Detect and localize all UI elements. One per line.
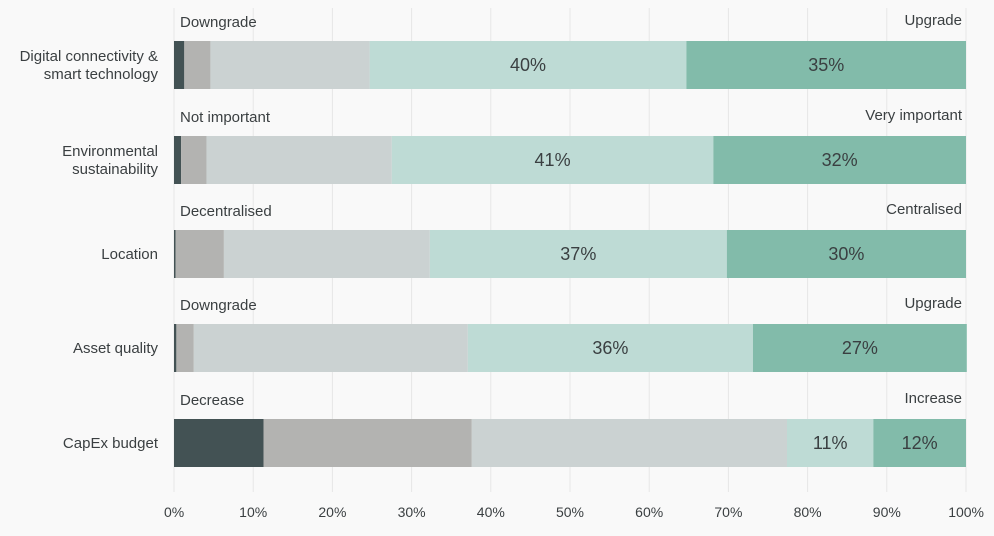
- bar-segment: [174, 324, 177, 372]
- x-tick-label: 30%: [398, 504, 426, 520]
- bar-segment: [391, 136, 714, 184]
- x-tick-label: 50%: [556, 504, 584, 520]
- category-label: smart technology: [44, 66, 159, 83]
- data-label: 40%: [510, 55, 546, 75]
- scale-left-label: Decentralised: [180, 203, 272, 220]
- bar-segment: [206, 136, 392, 184]
- bar-segment: [752, 324, 967, 372]
- scale-right-label: Upgrade: [904, 12, 962, 29]
- x-tick-label: 40%: [477, 504, 505, 520]
- scale-right-label: Increase: [904, 390, 962, 407]
- bar-segment: [176, 324, 194, 372]
- scale-right-label: Upgrade: [904, 295, 962, 312]
- bar-segment: [787, 419, 874, 467]
- bar-segment: [174, 136, 182, 184]
- bar-segment: [223, 230, 430, 278]
- bar-segment: [369, 41, 687, 89]
- x-tick-label: 10%: [239, 504, 267, 520]
- bar-segment: [471, 419, 788, 467]
- scale-right-label: Very important: [865, 107, 963, 124]
- bar-segment: [713, 136, 966, 184]
- category-label: Location: [101, 246, 158, 263]
- category-label: Environmental: [62, 143, 158, 160]
- scale-left-label: Decrease: [180, 392, 244, 409]
- category-label: CapEx budget: [63, 435, 159, 452]
- bar-segment: [174, 41, 185, 89]
- bar-segment: [726, 230, 966, 278]
- bar-segment: [174, 230, 176, 278]
- scale-left-label: Downgrade: [180, 14, 257, 31]
- scale-right-label: Centralised: [886, 201, 962, 218]
- data-label: 12%: [902, 433, 938, 453]
- category-label: Asset quality: [73, 340, 159, 357]
- bar-segment: [873, 419, 966, 467]
- bar-segment: [686, 41, 966, 89]
- bar-segment: [174, 419, 264, 467]
- data-label: 35%: [808, 55, 844, 75]
- bar-segment: [181, 136, 207, 184]
- x-tick-label: 20%: [318, 504, 346, 520]
- x-tick-label: 60%: [635, 504, 663, 520]
- bar-segment: [184, 41, 211, 89]
- bar-segment: [210, 41, 370, 89]
- bar-segment: [175, 230, 224, 278]
- x-tick-label: 100%: [948, 504, 984, 520]
- bar-segment: [429, 230, 727, 278]
- bar-segment: [467, 324, 753, 372]
- scale-left-label: Downgrade: [180, 297, 257, 314]
- bar-segment: [193, 324, 468, 372]
- category-label: sustainability: [72, 161, 158, 178]
- data-label: 30%: [828, 244, 864, 264]
- bar-segment: [263, 419, 472, 467]
- data-label: 11%: [813, 433, 848, 453]
- data-label: 41%: [535, 150, 571, 170]
- x-tick-label: 80%: [794, 504, 822, 520]
- data-label: 36%: [592, 338, 628, 358]
- x-tick-label: 0%: [164, 504, 184, 520]
- x-tick-label: 90%: [873, 504, 901, 520]
- data-label: 32%: [822, 150, 858, 170]
- scale-left-label: Not important: [180, 109, 271, 126]
- data-label: 27%: [842, 338, 878, 358]
- category-label: Digital connectivity &: [20, 48, 158, 65]
- data-label: 37%: [560, 244, 596, 264]
- x-tick-label: 70%: [714, 504, 742, 520]
